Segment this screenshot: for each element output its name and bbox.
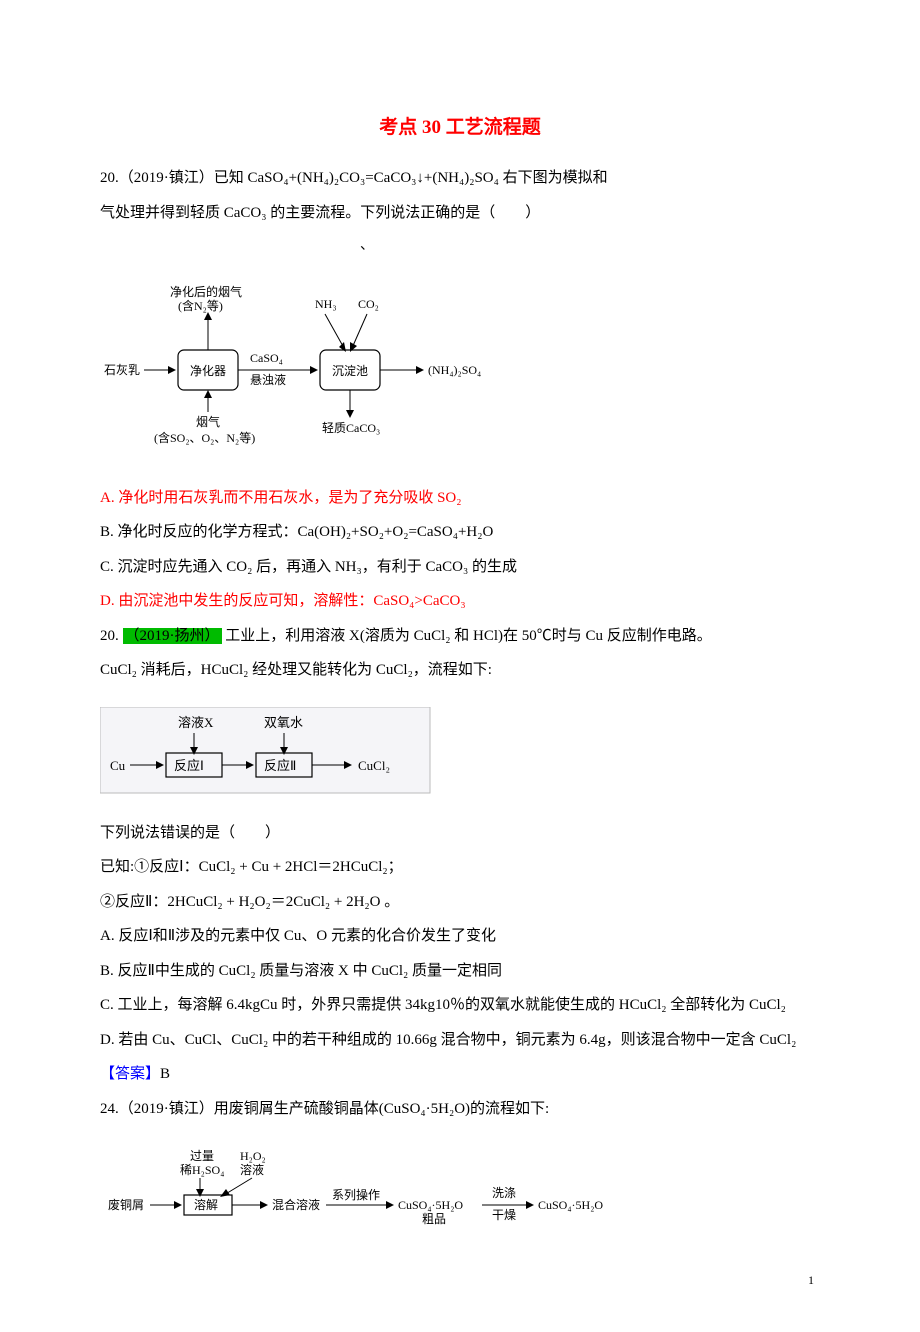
- d1-top2a: NH₃: [315, 297, 337, 311]
- d2-box1: 反应Ⅰ: [174, 758, 204, 773]
- answer-label: 【答案】: [100, 1066, 160, 1082]
- d1-bot1: 烟气: [196, 414, 220, 429]
- d3-prod1: CuSO₄·5H₂O: [398, 1198, 463, 1212]
- d1-left: 石灰乳: [104, 363, 140, 377]
- d1-box2: 沉淀池: [332, 364, 368, 378]
- d1-bot1b: (含SO₂、O₂、N₂等): [154, 430, 255, 445]
- q20b-given1: 已知:①反应Ⅰ：CuCl₂ + Cu + 2HCl＝2HCuCl₂；: [100, 853, 820, 882]
- q20b-line2: CuCl₂ 消耗后，HCuCl₂ 经处理又能转化为 CuCl₂，流程如下:: [100, 656, 820, 685]
- d3-box: 溶解: [194, 1197, 218, 1212]
- q20b-question: 下列说法错误的是（ ）: [100, 819, 820, 848]
- d2-top2: 双氧水: [264, 715, 303, 730]
- d2-left: Cu: [110, 758, 126, 773]
- q20b-answer: 【答案】B: [100, 1060, 820, 1089]
- d1-top1: 净化后的烟气: [170, 284, 242, 299]
- q20a-intro-2: 气处理并得到轻质 CaCO₃ 的主要流程。下列说法正确的是（ ）: [100, 199, 820, 228]
- q20a-intro-1: 20.（2019·镇江）已知 CaSO₄+(NH₄)₂CO₃=CaCO₃↓+(N…: [100, 164, 820, 193]
- q20b-optB: B. 反应Ⅱ中生成的 CuCl₂ 质量与溶液 X 中 CuCl₂ 质量一定相同: [100, 957, 820, 986]
- d3-top1a: 过量: [190, 1149, 214, 1163]
- d1-top2b: CO₂: [358, 297, 379, 311]
- d3-op: 系列操作: [332, 1187, 380, 1202]
- q20a-optA: A. 净化时用石灰乳而不用石灰水，是为了充分吸收 SO₂: [100, 484, 820, 513]
- diagram-1-flue-gas: 净化后的烟气 (含N₂等) NH₃ CO₂ 石灰乳 净化器 CaSO₄ 悬浊液: [100, 272, 820, 472]
- d1-box1: 净化器: [190, 364, 226, 378]
- stray-mark: 、: [360, 233, 820, 260]
- d3-prod2: CuSO₄·5H₂O: [538, 1198, 603, 1212]
- d3-mid: 混合溶液: [272, 1197, 320, 1212]
- d3-top2a: H₂O₂: [240, 1149, 266, 1163]
- d3-op2a: 洗涤: [492, 1186, 516, 1200]
- d1-mid-bot: 悬浊液: [250, 372, 286, 387]
- q20b-line1: 20. （2019·扬州） 工业上，利用溶液 X(溶质为 CuCl₂ 和 HCl…: [100, 622, 820, 651]
- q20b-optA: A. 反应Ⅰ和Ⅱ涉及的元素中仅 Cu、O 元素的化合价发生了变化: [100, 922, 820, 951]
- q20b-optC: C. 工业上，每溶解 6.4kgCu 时，外界只需提供 34kg10％的双氧水就…: [100, 991, 820, 1020]
- d3-left: 废铜屑: [108, 1197, 144, 1212]
- q20b-source: （2019·扬州）: [123, 628, 222, 644]
- q20b-optD: D. 若由 Cu、CuCl、CuCl₂ 中的若干种组成的 10.66g 混合物中…: [100, 1026, 820, 1055]
- d3-note: 粗品: [422, 1212, 446, 1226]
- q20a-optB: B. 净化时反应的化学方程式：Ca(OH)₂+SO₂+O₂=CaSO₄+H₂O: [100, 518, 820, 547]
- q20a-optC: C. 沉淀时应先通入 CO₂ 后，再通入 NH₃，有利于 CaCO₃ 的生成: [100, 553, 820, 582]
- q20b-num: 20.: [100, 628, 119, 644]
- diagram-3-svg: 过量 稀H₂SO₄ H₂O₂ 溶液 废铜屑 溶解 混合溶液 系列操作: [100, 1145, 740, 1235]
- d1-right: (NH₄)₂SO₄: [428, 363, 481, 377]
- d3-top2b: 溶液: [240, 1162, 264, 1177]
- answer-value: B: [160, 1066, 170, 1082]
- d2-top1: 溶液X: [178, 715, 214, 730]
- diagram-2-cucl2: 溶液X 双氧水 Cu 反应Ⅰ 反应Ⅱ CuCl₂: [100, 697, 820, 807]
- d1-bot2: 轻质CaCO₃: [322, 421, 380, 435]
- d2-box2: 反应Ⅱ: [264, 758, 296, 773]
- diagram-2-svg: 溶液X 双氧水 Cu 反应Ⅰ 反应Ⅱ CuCl₂: [100, 707, 460, 797]
- d2-right: CuCl₂: [358, 758, 390, 773]
- d1-mid-top: CaSO₄: [250, 351, 283, 365]
- d1-top1b: (含N₂等): [178, 298, 223, 313]
- d3-op2b: 干燥: [492, 1208, 516, 1222]
- d3-top1b: 稀H₂SO₄: [180, 1163, 224, 1177]
- diagram-1-svg: 净化后的烟气 (含N₂等) NH₃ CO₂ 石灰乳 净化器 CaSO₄ 悬浊液: [100, 282, 540, 462]
- q20a-optD: D. 由沉淀池中发生的反应可知，溶解性：CaSO₄>CaCO₃: [100, 587, 820, 616]
- page-number: 1: [100, 1269, 820, 1292]
- q24-intro: 24.（2019·镇江）用废铜屑生产硫酸铜晶体(CuSO₄·5H₂O)的流程如下…: [100, 1095, 820, 1124]
- diagram-3-cuso4: 过量 稀H₂SO₄ H₂O₂ 溶液 废铜屑 溶解 混合溶液 系列操作: [100, 1135, 820, 1245]
- page-title: 考点 30 工艺流程题: [100, 110, 820, 146]
- q20b-given2: ②反应Ⅱ：2HCuCl₂ + H₂O₂＝2CuCl₂ + 2H₂O 。: [100, 888, 820, 917]
- q20b-rest1: 工业上，利用溶液 X(溶质为 CuCl₂ 和 HCl)在 50℃时与 Cu 反应…: [225, 628, 712, 644]
